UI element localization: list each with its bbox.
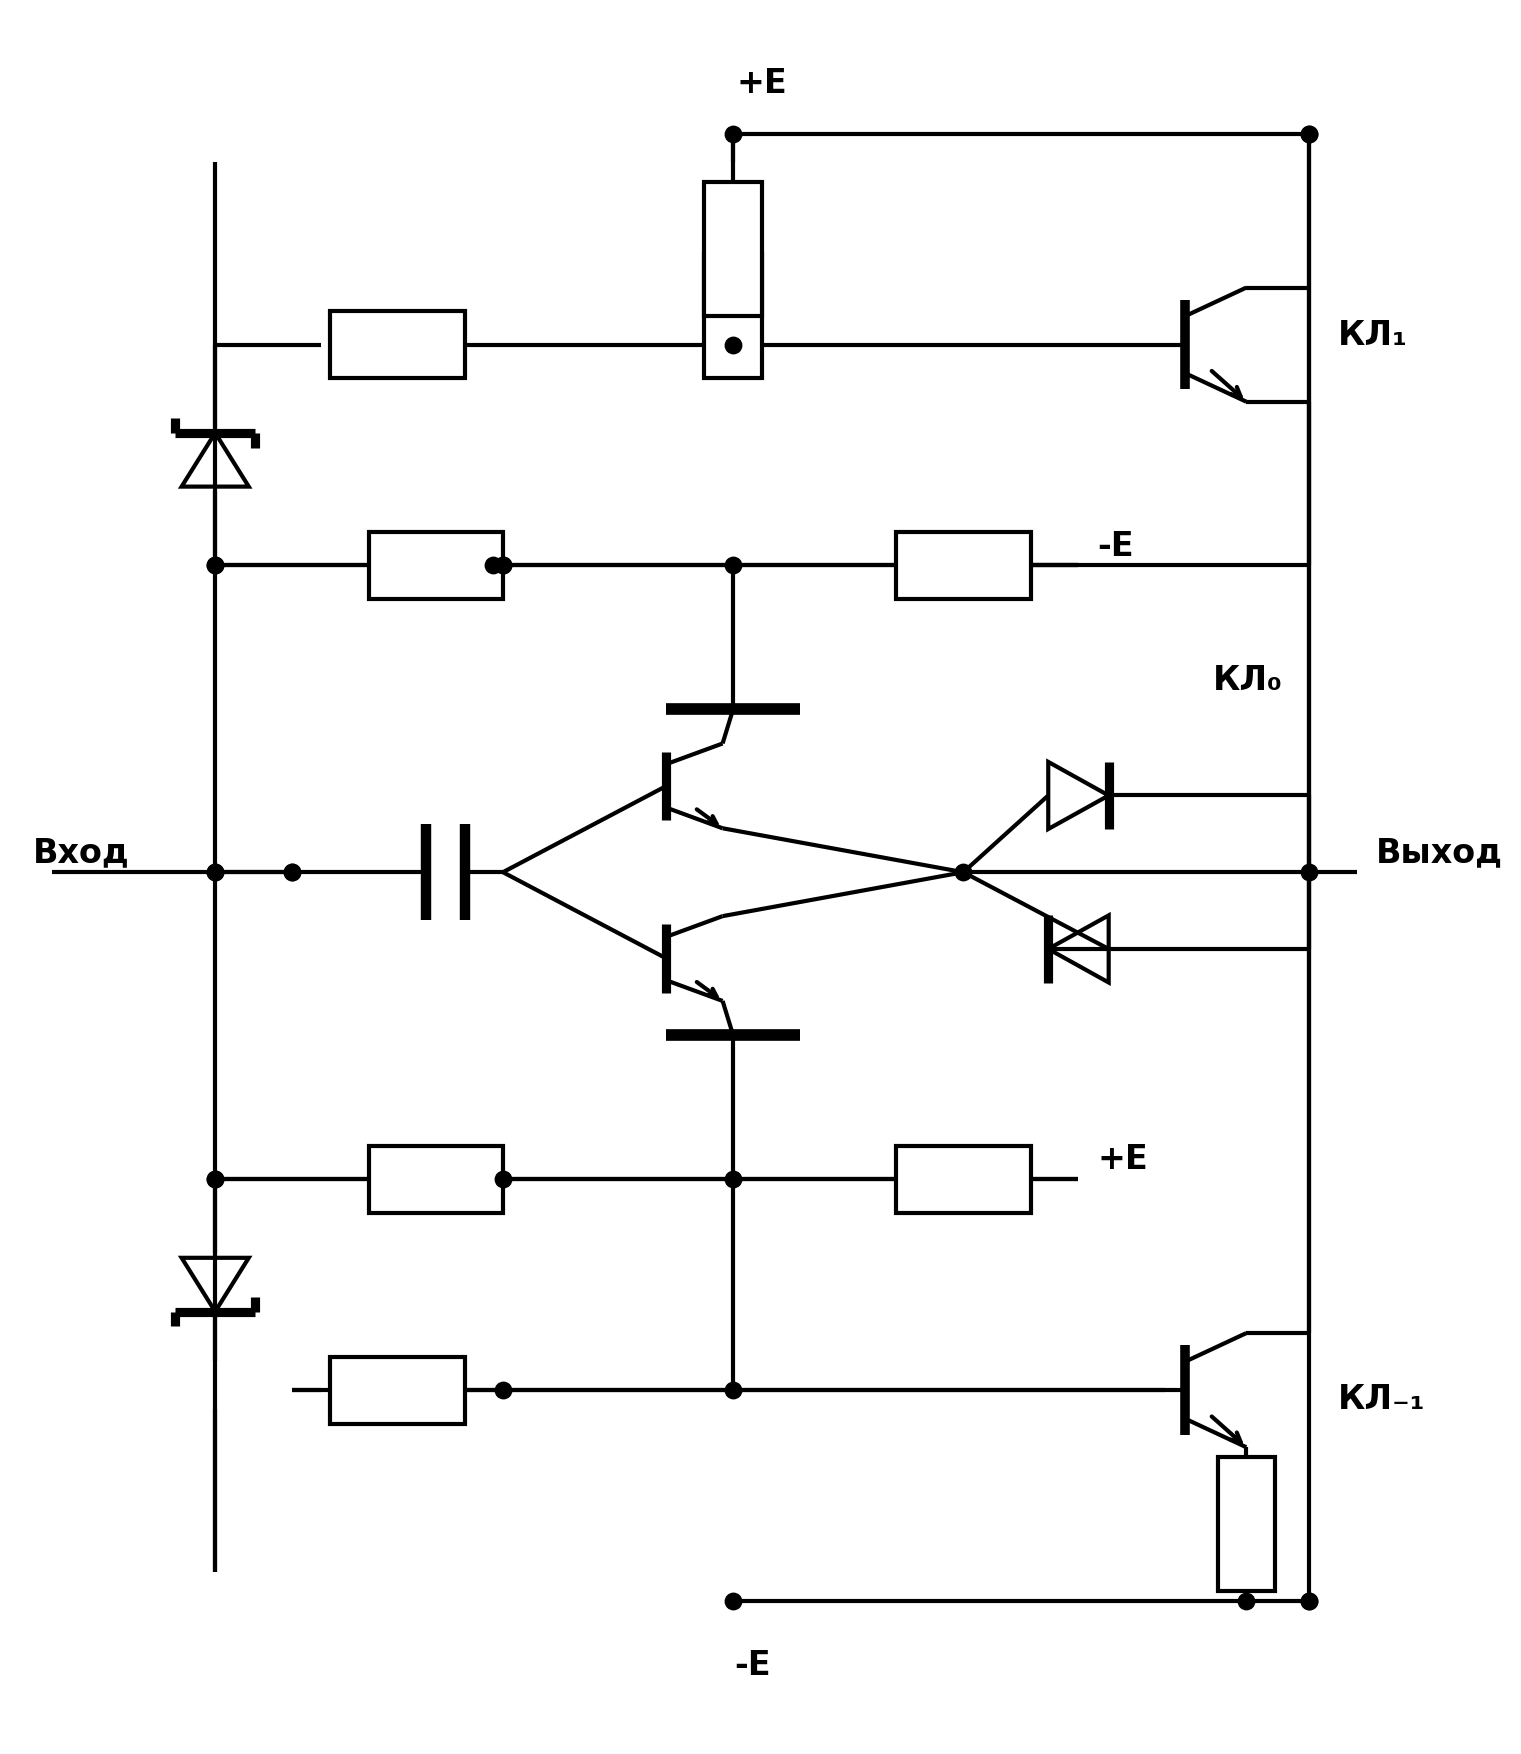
Point bbox=[491, 551, 516, 579]
Point bbox=[1234, 1587, 1258, 1615]
Bar bbox=[1217, 1458, 1275, 1591]
Bar bbox=[368, 1145, 503, 1212]
Point bbox=[721, 330, 745, 358]
Point bbox=[1296, 858, 1320, 886]
Point bbox=[202, 858, 227, 886]
Point bbox=[202, 1165, 227, 1193]
Point bbox=[951, 858, 975, 886]
Text: +E: +E bbox=[1098, 1144, 1148, 1177]
Point bbox=[721, 1377, 745, 1405]
Text: КЛ₀: КЛ₀ bbox=[1212, 663, 1282, 696]
Point bbox=[491, 1377, 516, 1405]
Point bbox=[280, 858, 304, 886]
Point bbox=[202, 1165, 227, 1193]
Bar bbox=[704, 182, 762, 316]
Text: +E: +E bbox=[736, 67, 788, 100]
Point bbox=[1296, 1587, 1320, 1615]
Point bbox=[202, 858, 227, 886]
Point bbox=[202, 551, 227, 579]
Bar bbox=[330, 310, 464, 379]
Text: Вход: Вход bbox=[33, 837, 129, 870]
Text: -E: -E bbox=[735, 1649, 771, 1682]
Text: -E: -E bbox=[1098, 530, 1135, 563]
Point bbox=[1296, 119, 1320, 147]
Text: КЛ₋₁: КЛ₋₁ bbox=[1337, 1384, 1425, 1415]
Point bbox=[280, 858, 304, 886]
Point bbox=[481, 551, 505, 579]
Point bbox=[1296, 1587, 1320, 1615]
Point bbox=[202, 551, 227, 579]
Text: КЛ₁: КЛ₁ bbox=[1337, 319, 1407, 351]
Bar bbox=[704, 254, 762, 379]
Point bbox=[1296, 119, 1320, 147]
Point bbox=[491, 551, 516, 579]
Point bbox=[721, 1587, 745, 1615]
Bar bbox=[896, 531, 1031, 598]
Point bbox=[491, 1165, 516, 1193]
Point bbox=[721, 119, 745, 147]
Point bbox=[721, 1165, 745, 1193]
Bar bbox=[330, 1356, 464, 1424]
Text: Выход: Выход bbox=[1377, 837, 1503, 870]
Point bbox=[721, 551, 745, 579]
Bar bbox=[896, 1145, 1031, 1212]
Bar bbox=[368, 531, 503, 598]
